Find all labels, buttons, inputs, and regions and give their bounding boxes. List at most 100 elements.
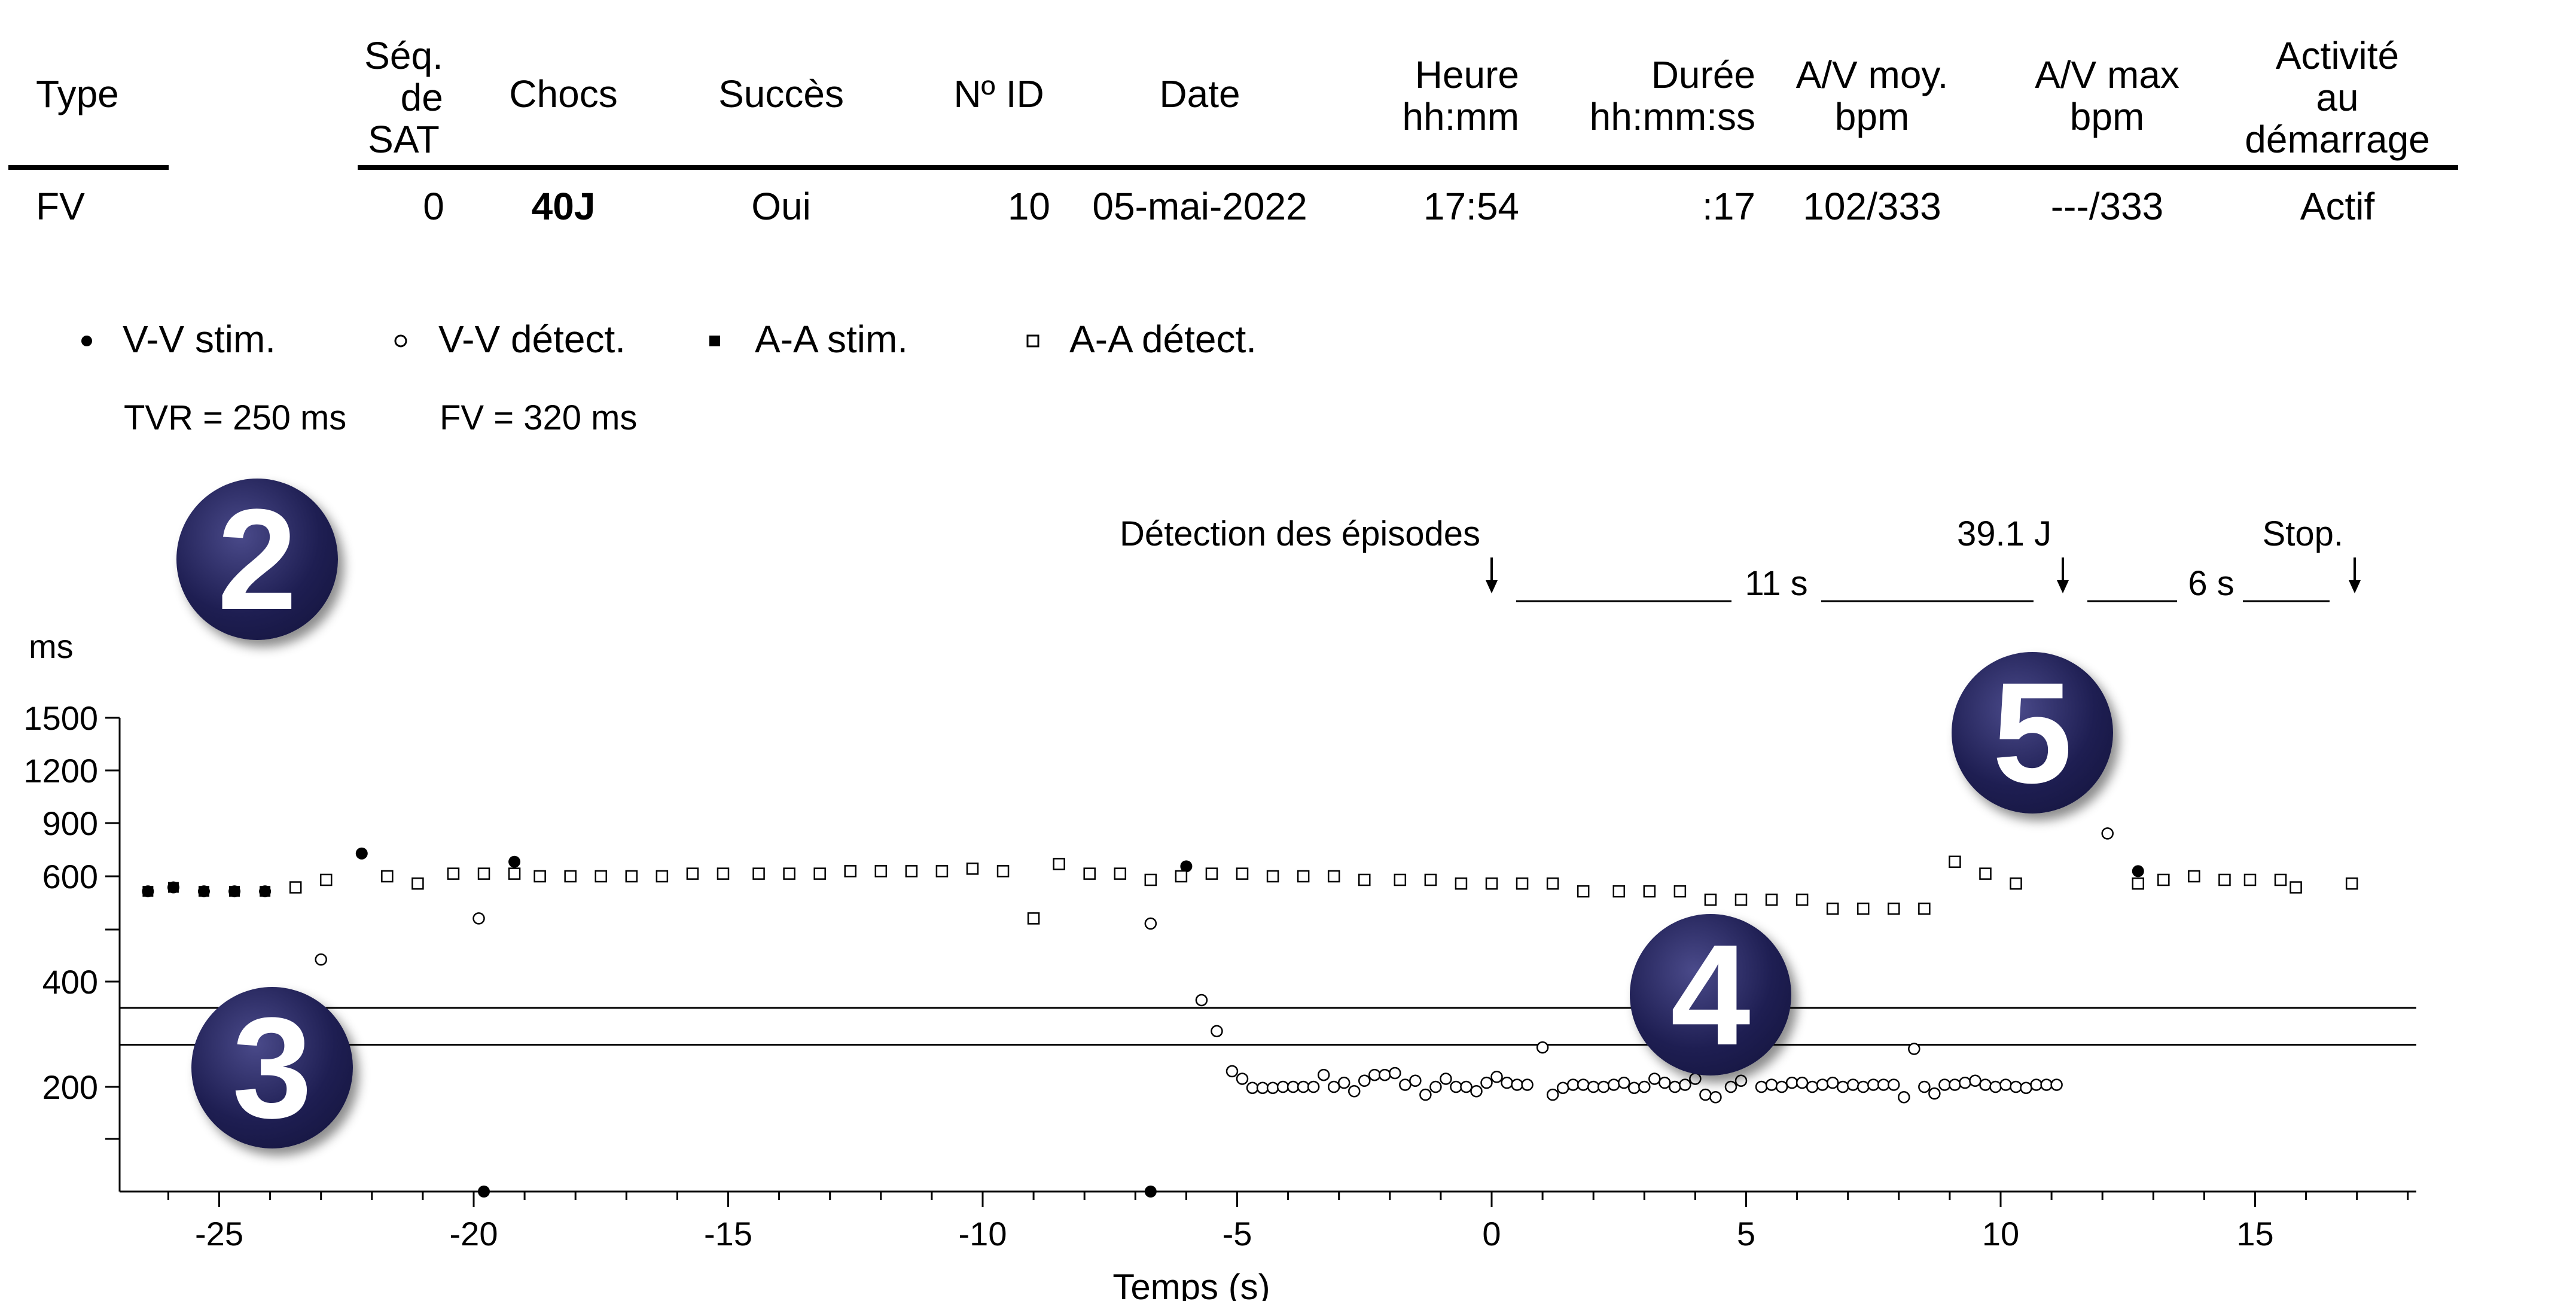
aa-detect-point — [686, 867, 699, 880]
aa-detect-point — [1734, 893, 1748, 906]
aa-detect-point — [656, 870, 669, 883]
aa-detect-point — [905, 865, 918, 878]
x-tick-label: -15 — [704, 1215, 752, 1253]
x-tick-label: -20 — [450, 1215, 498, 1253]
cell-duree: :17 — [1702, 185, 1755, 228]
vv-detect-point — [1256, 1081, 1269, 1095]
aa-detect-point — [966, 863, 979, 875]
aa-detect-point — [1297, 870, 1310, 883]
vv-detect-point — [1389, 1067, 1401, 1080]
aa-stim-point — [260, 886, 271, 897]
aa-detect-point — [2157, 873, 2170, 886]
x-tick-label: 15 — [2236, 1215, 2273, 1253]
header-id: Nº ID — [953, 72, 1044, 115]
vv-detect-point — [1266, 1081, 1279, 1095]
aa-detect-point — [2345, 877, 2358, 890]
vv-detect-point — [1938, 1078, 1951, 1091]
aa-detect-point — [1577, 885, 1590, 898]
cell-seq: 0 — [423, 185, 444, 228]
vv-detect-point — [1699, 1088, 1712, 1101]
header-activite-line3: démarrage — [2245, 118, 2430, 161]
aa-detect-point — [1358, 873, 1371, 886]
aa-detect-point — [1144, 873, 1157, 886]
data-points — [142, 827, 2358, 1198]
aa-stim-point — [198, 886, 209, 897]
aa-detect-point — [1643, 885, 1656, 898]
aa-detect-point — [289, 881, 302, 894]
header-seq-line1: Séq. — [364, 34, 443, 77]
x-tick-label: -10 — [959, 1215, 1007, 1253]
vv-detect-point — [1490, 1070, 1503, 1083]
vv-detect-point — [1587, 1080, 1600, 1093]
aa-detect-point — [2010, 877, 2022, 890]
cell-activite: Actif — [2300, 185, 2375, 228]
aa-stim-point — [142, 886, 154, 897]
arrow-shock-icon — [2057, 557, 2069, 593]
aa-detect-point — [1704, 893, 1717, 906]
header-duree-line2: hh:mm:ss — [1589, 95, 1755, 138]
header-seq-line3: SAT — [368, 118, 440, 161]
vv-detect-point — [1195, 994, 1208, 1007]
vv-detect-point — [1959, 1076, 1971, 1089]
vv-detect-point — [1470, 1085, 1483, 1098]
vv-detect-point — [1236, 1073, 1249, 1085]
badge-5: 5 — [1952, 652, 2113, 813]
vv-detect-point — [1327, 1080, 1340, 1093]
header-av-moy-line1: A/V moy. — [1795, 53, 1949, 96]
aa-detect-point — [319, 873, 333, 886]
header-av-max-line2: bpm — [2069, 95, 2145, 138]
threshold-lines — [120, 1007, 2416, 1046]
aa-detect-point — [411, 877, 424, 890]
aa-detect-point — [813, 867, 826, 880]
vv-detect-point — [1638, 1080, 1651, 1093]
header-date: Date — [1159, 72, 1240, 115]
vv-detect-point — [2010, 1080, 2022, 1093]
header-activite-line1: Activité — [2275, 34, 2400, 77]
aa-detect-point — [1236, 867, 1249, 880]
vv-detect-point — [1368, 1068, 1381, 1081]
aa-detect-point — [625, 870, 638, 883]
aa-detect-point — [2132, 877, 2145, 890]
y-tick-label: 400 — [42, 963, 98, 1001]
vv-detect-point — [1785, 1076, 1798, 1089]
aa-detect-point — [1205, 867, 1218, 880]
vv-detect-point — [1679, 1078, 1691, 1091]
x-tick-label: -5 — [1223, 1215, 1252, 1253]
aa-detect-point — [534, 870, 546, 883]
annotation-interval2: 6 s — [2188, 564, 2234, 603]
vv-detect-point — [1846, 1078, 1859, 1091]
annotation-interval1: 11 s — [1745, 564, 1807, 603]
legend-aa-stim-label: A-A stim. — [755, 318, 909, 361]
vv-stim-point — [508, 855, 521, 868]
cell-succes: Oui — [751, 185, 811, 228]
legend-vv-stim-label: V-V stim. — [123, 318, 276, 361]
vv-detect-point — [1358, 1074, 1371, 1087]
legend-tvr-threshold: TVR = 250 ms — [124, 398, 347, 437]
aa-detect-point — [1485, 877, 1498, 890]
header-rule-type — [8, 165, 169, 170]
vv-detect-point — [1689, 1073, 1702, 1085]
vv-detect-point — [1856, 1080, 1870, 1093]
vv-stim-point — [355, 847, 368, 860]
aa-detect-point — [1027, 912, 1040, 925]
legend-aa-detect-label: A-A détect. — [1069, 318, 1257, 361]
header-heure-line2: hh:mm — [1402, 95, 1519, 138]
y-tick-label: 1200 — [23, 752, 98, 790]
aa-detect-point — [2243, 873, 2257, 886]
legend-vv-stim-marker — [81, 336, 92, 346]
vv-detect-point — [1724, 1080, 1737, 1093]
vv-detect-point — [1440, 1073, 1452, 1085]
y-tick-label: 900 — [42, 805, 98, 842]
vv-detect-point — [1597, 1080, 1610, 1093]
vv-detect-point — [1337, 1076, 1351, 1089]
x-tick-label: -25 — [195, 1215, 243, 1253]
y-tick-label: 200 — [42, 1068, 98, 1106]
header-duree-line1: Durée — [1651, 53, 1755, 96]
vv-detect-point — [1755, 1080, 1768, 1093]
aa-detect-point — [1394, 873, 1407, 886]
badge-2: 2 — [176, 479, 338, 640]
cell-heure: 17:54 — [1423, 185, 1519, 228]
vv-detect-point — [1511, 1078, 1523, 1091]
vv-detect-point — [1765, 1078, 1778, 1091]
vv-detect-point — [1211, 1025, 1223, 1038]
